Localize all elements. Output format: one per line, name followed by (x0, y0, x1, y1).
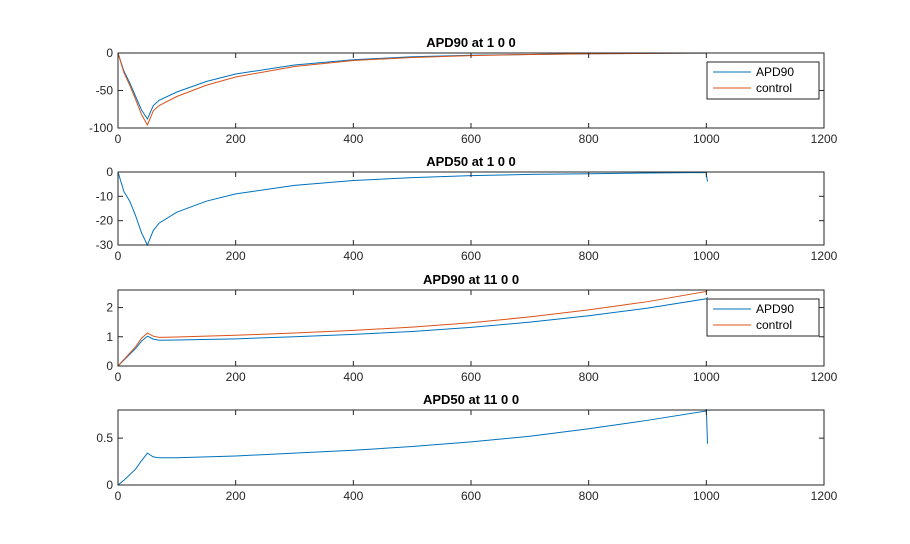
series-line-control (118, 52, 707, 127)
y-tick-label: -100 (89, 121, 113, 135)
legend-label-control: control (756, 81, 792, 95)
subplot-4: 0 200 400 600 800 1000 1200 0 0.5 APD50 at 11 0 0 (96, 392, 837, 503)
x-tick-label: 1200 (811, 249, 838, 263)
x-tick-label: 800 (579, 370, 599, 384)
x-tick-label: 1200 (811, 132, 838, 146)
x-tick-label: 200 (226, 370, 246, 384)
x-tick-label: 0 (115, 249, 122, 263)
y-tick-label: -50 (96, 84, 114, 98)
y-tick-label: 0 (106, 165, 113, 179)
y-tick-label: 0 (106, 46, 113, 60)
x-tick-label: 1000 (693, 132, 720, 146)
y-tick-label: 0 (106, 478, 113, 492)
series-line-apd90 (118, 296, 708, 367)
legend-label-apd90: APD90 (756, 65, 794, 79)
legend: APD90 control (706, 61, 820, 100)
legend-box (706, 298, 820, 337)
x-tick-label: 600 (461, 370, 481, 384)
subplot-2: 0 200 400 600 800 1000 1200 -30 -20 -10 0 APD50 at … (96, 154, 838, 263)
y-tick-label: -30 (96, 238, 114, 252)
legend-label-control: control (756, 318, 792, 332)
x-tick-label: 0 (115, 489, 122, 503)
chart-title: APD90 at 11 0 0 (423, 272, 519, 287)
x-tick-label: 200 (226, 132, 246, 146)
series-line-control (118, 289, 708, 367)
x-tick-label: 600 (461, 132, 481, 146)
chart-title: APD50 at 1 0 0 (426, 154, 516, 169)
chart-title: APD50 at 11 0 0 (423, 392, 519, 407)
plot-area (118, 290, 824, 366)
subplot-3: 0 200 400 600 800 1000 1200 0 1 2 APD90 at 11 0 0 A… (106, 272, 837, 384)
x-tick-label: 1000 (693, 489, 720, 503)
y-tick-label: 0 (106, 359, 113, 373)
x-tick-label: 1000 (693, 249, 720, 263)
y-tick-label: -10 (96, 189, 114, 203)
x-tick-label: 0 (115, 132, 122, 146)
x-tick-label: 400 (343, 489, 363, 503)
x-tick-label: 800 (579, 489, 599, 503)
x-tick-label: 200 (226, 249, 246, 263)
series-line-series-1 (118, 171, 709, 246)
x-tick-label: 800 (579, 132, 599, 146)
y-tick-label: 0.5 (96, 431, 113, 445)
x-tick-label: 200 (226, 489, 246, 503)
x-tick-label: 0 (115, 370, 122, 384)
legend-box (706, 61, 820, 100)
plot-area (118, 410, 824, 485)
y-tick-label: 2 (106, 301, 113, 315)
x-tick-label: 400 (343, 132, 363, 146)
x-tick-label: 400 (343, 370, 363, 384)
subplot-1: 0 200 400 600 800 1000 1200 -100 -50 0 APD90 at 1 … (89, 35, 838, 146)
y-tick-label: -20 (96, 214, 114, 228)
chart-title: APD90 at 1 0 0 (426, 35, 516, 50)
x-tick-label: 800 (579, 249, 599, 263)
x-tick-label: 1200 (811, 370, 838, 384)
plot-area (118, 172, 824, 245)
x-tick-label: 600 (461, 249, 481, 263)
plot-area (118, 53, 824, 128)
x-tick-label: 400 (343, 249, 363, 263)
x-tick-label: 600 (461, 489, 481, 503)
y-tick-label: 1 (106, 330, 113, 344)
x-tick-label: 1200 (811, 489, 838, 503)
x-tick-label: 1000 (693, 370, 720, 384)
series-line-series-1 (118, 409, 709, 486)
legend: APD90 control (706, 298, 820, 337)
legend-label-apd90: APD90 (756, 302, 794, 316)
